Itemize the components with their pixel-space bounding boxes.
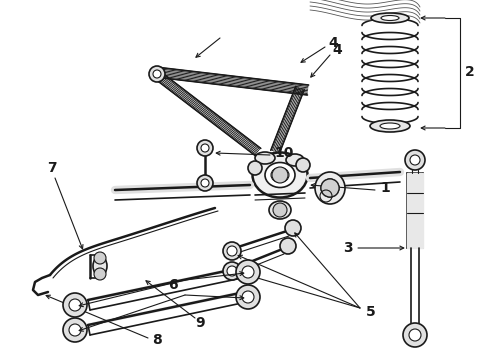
Text: 7: 7	[47, 161, 57, 175]
Circle shape	[403, 323, 427, 347]
Circle shape	[280, 238, 296, 254]
Ellipse shape	[381, 15, 399, 21]
Circle shape	[410, 155, 420, 165]
Text: 4: 4	[328, 36, 338, 50]
Text: 6: 6	[168, 278, 178, 292]
Ellipse shape	[321, 179, 339, 197]
Ellipse shape	[315, 172, 345, 204]
Circle shape	[69, 324, 81, 336]
Circle shape	[153, 70, 161, 78]
Circle shape	[236, 285, 260, 309]
Circle shape	[63, 293, 87, 317]
Ellipse shape	[370, 120, 410, 132]
Circle shape	[201, 179, 209, 187]
Circle shape	[409, 329, 421, 341]
Circle shape	[69, 299, 81, 311]
Circle shape	[321, 179, 339, 197]
Circle shape	[273, 203, 287, 217]
Circle shape	[285, 220, 301, 236]
Circle shape	[227, 266, 237, 276]
Ellipse shape	[269, 201, 291, 219]
Circle shape	[223, 242, 241, 260]
Circle shape	[94, 268, 106, 280]
Ellipse shape	[371, 13, 409, 23]
Circle shape	[405, 150, 425, 170]
Circle shape	[236, 260, 260, 284]
Circle shape	[201, 144, 209, 152]
Text: 8: 8	[152, 333, 162, 347]
Circle shape	[197, 175, 213, 191]
Text: 10: 10	[274, 146, 294, 160]
Circle shape	[227, 246, 237, 256]
Circle shape	[149, 66, 165, 82]
Text: 3: 3	[343, 241, 353, 255]
Ellipse shape	[286, 154, 304, 166]
Circle shape	[197, 140, 213, 156]
Circle shape	[223, 262, 241, 280]
Circle shape	[242, 291, 254, 303]
Circle shape	[248, 161, 262, 175]
Ellipse shape	[255, 152, 275, 164]
Ellipse shape	[380, 123, 400, 129]
Text: 5: 5	[366, 305, 376, 319]
Circle shape	[296, 158, 310, 172]
Circle shape	[63, 318, 87, 342]
Circle shape	[94, 252, 106, 264]
Circle shape	[242, 266, 254, 278]
Text: 9: 9	[195, 316, 205, 330]
Ellipse shape	[265, 162, 295, 188]
Text: 1: 1	[380, 181, 390, 195]
Text: 2: 2	[465, 65, 475, 79]
Polygon shape	[407, 173, 423, 248]
Circle shape	[272, 167, 288, 183]
Ellipse shape	[93, 256, 107, 276]
Ellipse shape	[252, 153, 308, 198]
Text: 4: 4	[332, 43, 342, 57]
